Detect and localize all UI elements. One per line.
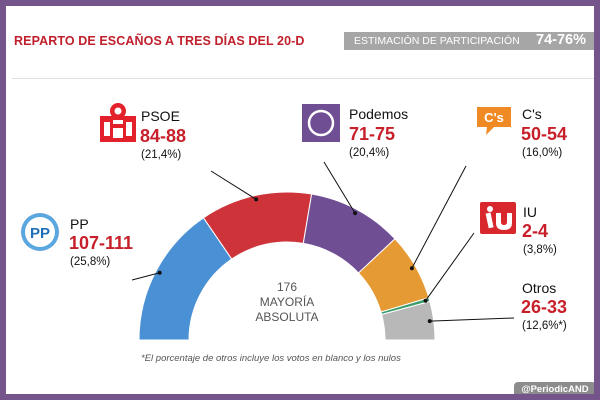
segment-otros [381,300,436,341]
leader-line-psoe [210,170,257,200]
psoe-rose-icon [100,103,136,142]
leader-line-otros [429,317,515,322]
party-pct-podemos: (20,4%) [349,147,390,159]
svg-text:PP: PP [30,225,50,242]
majority-number: 176 [276,280,298,294]
party-name-otros: Otros [522,280,557,296]
hemicycle-chart [131,161,515,341]
leader-dot-iu [423,298,428,303]
participation-value: 74-76% [536,32,586,48]
source-handle: @PeriodicAND [514,382,594,394]
chart-footnote: *El porcentaje de otros incluye los voto… [141,353,401,364]
party-name-psoe: PSOE [141,108,180,124]
leader-dot-podemos [353,211,358,216]
leader-line-pp [131,272,160,281]
party-name-podemos: Podemos [349,106,409,122]
party-pct-iu: (3,8%) [523,244,557,256]
chart-title: REPARTO DE ESCAÑOS A TRES DÍAS DEL 20-D [14,34,305,48]
party-pct-psoe: (21,4%) [141,149,182,161]
leader-dot-psoe [254,197,259,202]
party-pct-cs: (16,0%) [522,147,563,159]
majority-label-line2: ABSOLUTA [255,310,319,324]
party-pct-pp: (25,8%) [70,256,111,268]
podemos-circle-icon [302,104,340,142]
party-seats-iu: 2-4 [522,221,549,241]
leader-line-iu [425,232,475,302]
majority-label-line1: MAYORÍA [259,295,315,309]
party-seats-cs: 50-54 [521,124,568,144]
leader-lines [131,161,515,324]
ciudadanos-logo-icon: C's [477,107,511,135]
leader-dot-otros [427,319,432,324]
party-name-pp: PP [70,216,89,232]
pp-logo-icon: PP [21,213,59,251]
iu-logo-icon [480,202,516,234]
header-divider [12,78,594,79]
leader-line-podemos [323,161,356,214]
party-seats-psoe: 84-88 [140,126,187,146]
party-name-iu: IU [523,204,537,220]
leader-dot-cs [409,266,414,271]
participation-box: ESTIMACIÓN DE PARTICIPACIÓN 74-76% [344,32,594,50]
participation-label: ESTIMACIÓN DE PARTICIPACIÓN [354,35,520,47]
party-pct-otros: (12,6%*) [522,320,567,332]
party-seats-otros: 26-33 [521,297,568,317]
party-seats-pp: 107-111 [69,233,134,253]
svg-text:C's: C's [484,110,504,125]
party-seats-podemos: 71-75 [349,124,396,144]
hemicycle-segments [138,191,436,341]
leader-line-cs [411,165,467,269]
party-name-cs: C's [522,106,542,122]
leader-dot-pp [157,270,162,275]
